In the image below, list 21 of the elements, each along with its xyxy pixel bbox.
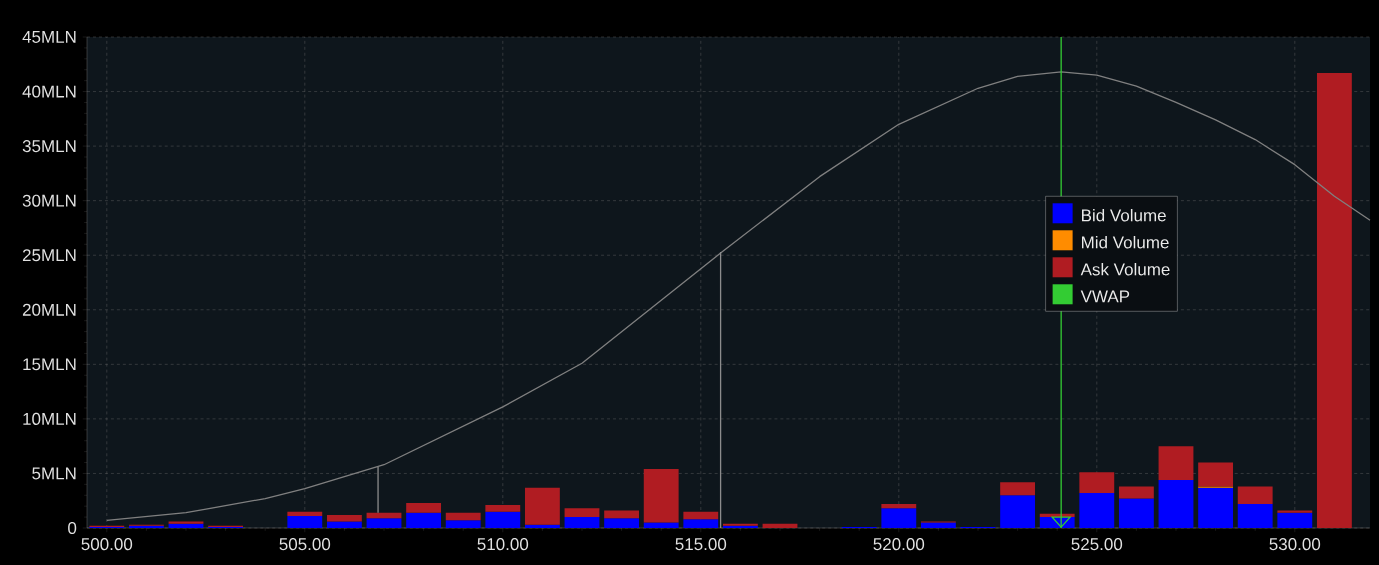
x-tick-label: 510.00 (477, 538, 529, 551)
y-tick-label: 40MLN (22, 85, 76, 98)
y-tick-label: 0 (68, 521, 77, 535)
x-tick-label: 525.00 (1071, 538, 1123, 551)
y-tick-label: 25MLN (22, 249, 76, 262)
y-tick-label: 35MLN (22, 140, 76, 153)
x-tick-label: 500.00 (81, 538, 133, 551)
y-tick-label: 45MLN (22, 31, 76, 43)
y-tick-label: 5MLN (32, 467, 76, 480)
y-tick-label: 15MLN (23, 358, 76, 371)
ref-line-label: VWAP (1080, 290, 1130, 303)
y-tick-label: 20MLN (22, 303, 76, 316)
legend-label: Ask Volume (1080, 262, 1170, 276)
x-tick-label: 515.00 (675, 538, 727, 551)
legend-label: Bid Volume (1082, 208, 1166, 222)
x-tick-label: 520.00 (873, 538, 925, 551)
y-tick-label: 30MLN (22, 194, 76, 207)
x-tick-label: 505.00 (279, 538, 331, 551)
y-tick-label: 10MLN (23, 412, 76, 425)
legend-label: Mid Volume (1082, 235, 1169, 249)
x-tick-label: 530.00 (1269, 538, 1321, 551)
